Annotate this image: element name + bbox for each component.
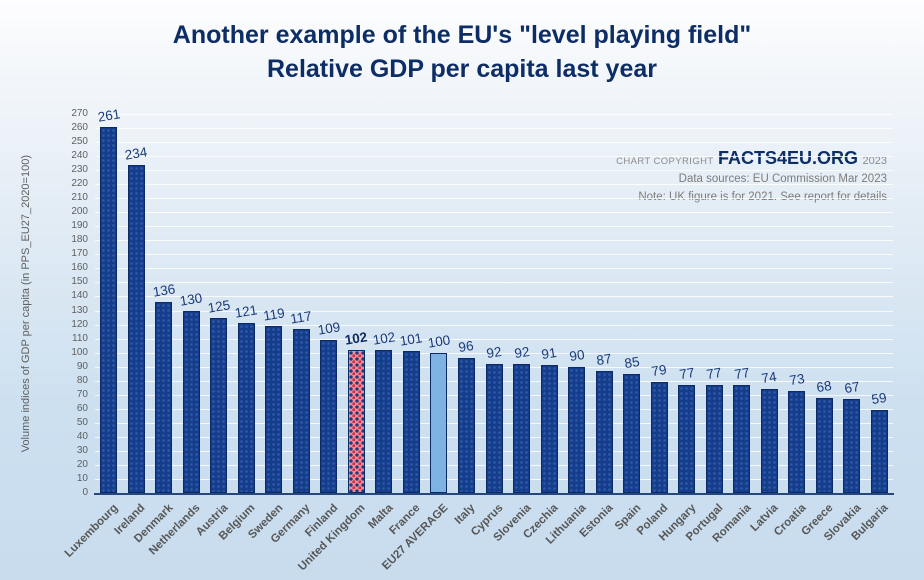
y-tick-0: 0	[82, 487, 88, 498]
y-tick-70: 70	[76, 388, 88, 400]
uk-figure-note: Note: UK figure is for 2021. See report …	[638, 191, 887, 203]
bar-lithuania	[568, 366, 586, 493]
gridline-170	[95, 254, 893, 256]
bar-slovenia	[513, 363, 531, 493]
bar-france	[402, 351, 420, 493]
bar-ireland	[127, 164, 145, 493]
copyright-block: CHART COPYRIGHT FACTS4EU.ORG 2023 Data s…	[616, 148, 887, 205]
y-tick-250: 250	[71, 136, 88, 148]
gridline-250	[95, 142, 893, 144]
bar-finland	[320, 340, 338, 493]
value-label-ireland: 234	[123, 143, 149, 163]
gridline-260	[95, 128, 893, 130]
gridline-120	[95, 324, 893, 326]
brand-facts4eu: FACTS4EU.ORG	[718, 148, 859, 168]
gridline-230	[95, 170, 893, 172]
bar-united-kingdom	[347, 349, 365, 493]
bar-malta	[375, 349, 393, 493]
bar-greece	[815, 397, 833, 493]
bar-slovakia	[843, 398, 861, 493]
bar-spain	[623, 373, 641, 493]
bar-portugal	[705, 384, 723, 493]
x-axis-line	[94, 493, 894, 495]
gridline-240	[95, 156, 893, 158]
chart-title: Another example of the EU's "level playi…	[0, 18, 924, 86]
gridline-100	[95, 352, 893, 354]
y-tick-140: 140	[71, 290, 88, 302]
y-tick-200: 200	[71, 206, 88, 218]
data-source-note: Data sources: EU Commission Mar 2023	[678, 173, 887, 185]
plot-area: 261 234 136 130 125 121 119 117 109 102 102 101 100 9…	[94, 106, 894, 495]
y-tick-160: 160	[71, 262, 88, 274]
y-tick-270: 270	[71, 108, 88, 119]
gridline-130	[95, 310, 893, 312]
y-tick-130: 130	[71, 304, 88, 316]
gridline-200	[95, 212, 893, 214]
bar-czechia	[540, 365, 558, 493]
gridline-160	[95, 268, 893, 270]
bar-belgium	[237, 323, 255, 493]
y-tick-260: 260	[71, 122, 88, 134]
y-tick-170: 170	[71, 248, 88, 260]
bar-netherlands	[182, 310, 200, 493]
bar-luxembourg	[100, 126, 118, 493]
gridline-110	[95, 338, 893, 340]
bar-germany	[292, 328, 310, 493]
y-tick-80: 80	[76, 374, 88, 386]
y-tick-240: 240	[71, 150, 88, 162]
gridline-180	[95, 240, 893, 242]
y-tick-180: 180	[71, 234, 88, 246]
value-label-luxembourg: 261	[96, 105, 122, 125]
bar-latvia	[760, 389, 778, 493]
y-axis-title-text: Volume indices of GDP per capita (in PPS…	[20, 154, 32, 453]
y-tick-150: 150	[71, 276, 88, 288]
y-axis-title: Volume indices of GDP per capita (in PPS…	[14, 114, 38, 493]
bar-eu27-average	[430, 352, 448, 493]
bar-estonia	[595, 370, 613, 493]
gridline-150	[95, 282, 893, 284]
copyright-line: CHART COPYRIGHT FACTS4EU.ORG 2023	[616, 148, 887, 169]
bar-cyprus	[485, 363, 503, 493]
gridline-190	[95, 226, 893, 228]
bar-hungary	[678, 384, 696, 493]
y-tick-60: 60	[76, 402, 88, 414]
y-tick-100: 100	[71, 346, 88, 358]
y-tick-210: 210	[71, 192, 88, 204]
x-axis-labels: Luxembourg Ireland Denmark Netherlands Austr…	[63, 500, 893, 580]
y-tick-220: 220	[71, 178, 88, 190]
bar-croatia	[788, 390, 806, 493]
copyright-year: 2023	[862, 155, 887, 167]
bar-bulgaria	[870, 410, 888, 493]
y-tick-230: 230	[71, 164, 88, 176]
chart-title-line2: Relative GDP per capita last year	[266, 55, 657, 83]
gridline-140	[95, 296, 893, 298]
bar-romania	[733, 384, 751, 493]
gridline-210	[95, 198, 893, 200]
bar-denmark	[155, 302, 173, 493]
y-tick-120: 120	[71, 318, 88, 330]
gridline-270	[95, 114, 893, 115]
copyright-prefix: CHART COPYRIGHT	[616, 156, 714, 167]
y-tick-90: 90	[76, 360, 88, 372]
y-tick-30: 30	[76, 444, 88, 456]
gridline-220	[95, 184, 893, 186]
bar-sweden	[265, 325, 283, 493]
bar-austria	[210, 317, 228, 493]
y-tick-50: 50	[76, 416, 88, 428]
y-tick-40: 40	[76, 430, 88, 442]
y-tick-190: 190	[71, 220, 88, 232]
bar-italy	[457, 358, 475, 493]
y-tick-110: 110	[72, 332, 88, 344]
y-tick-20: 20	[76, 458, 88, 470]
y-tick-10: 10	[76, 472, 88, 484]
chart-title-line1: Another example of the EU's "level playi…	[172, 21, 752, 49]
bar-poland	[650, 382, 668, 493]
